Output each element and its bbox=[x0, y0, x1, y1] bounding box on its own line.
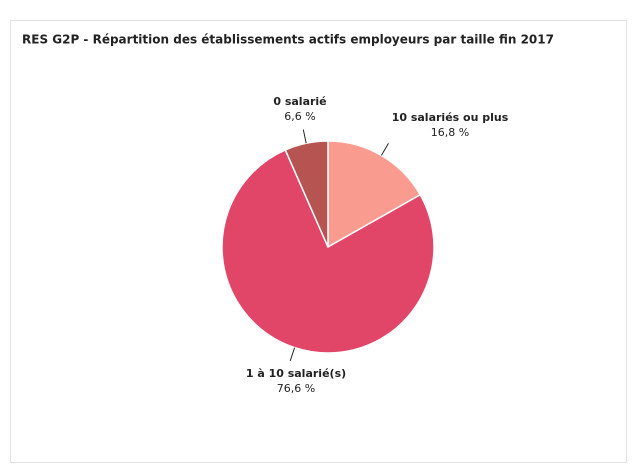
leader-line bbox=[289, 347, 296, 362]
slice-value: 76,6 % bbox=[277, 382, 315, 395]
slice-label: 10 salariés ou plus bbox=[392, 111, 509, 124]
slice-label: 0 salarié bbox=[273, 95, 326, 108]
leader-line bbox=[302, 129, 307, 144]
slice-label: 1 à 10 salarié(s) bbox=[246, 367, 346, 380]
leader-line bbox=[380, 143, 389, 156]
chart-title: RES G2P - Répartition des établissements… bbox=[22, 33, 554, 47]
slice-value: 6,6 % bbox=[284, 110, 315, 123]
pie-slice bbox=[327, 140, 422, 249]
slice-value: 16,8 % bbox=[431, 126, 469, 139]
